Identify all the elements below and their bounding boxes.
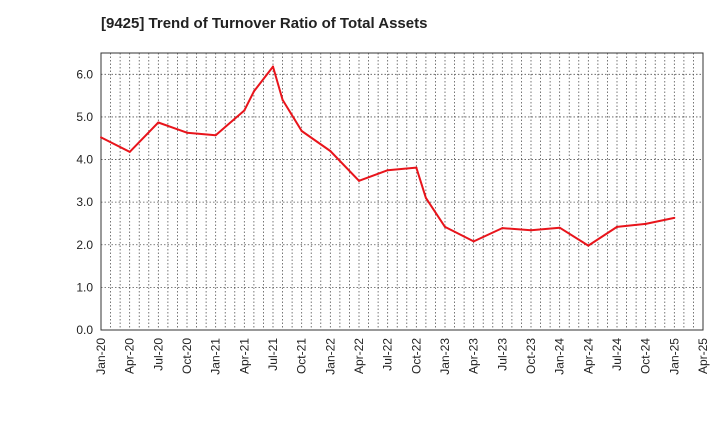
data-point (281, 98, 284, 101)
data-point (501, 227, 504, 230)
y-tick-label: 6.0 (76, 67, 93, 81)
x-tick-label: Apr-25 (696, 338, 710, 374)
x-tick-label: Apr-24 (581, 338, 595, 374)
x-tick-label: Jul-21 (266, 338, 280, 371)
data-point (329, 150, 332, 153)
data-point (415, 166, 418, 169)
x-tick-label: Oct-23 (524, 338, 538, 374)
plot-frame (100, 52, 704, 331)
x-tick-label: Oct-22 (409, 338, 423, 374)
data-point (673, 216, 676, 219)
x-tick-label: Apr-23 (467, 338, 481, 374)
plot-area (101, 53, 703, 330)
x-tick-labels: Jan-20 Apr-20 Jul-20 Oct-20 Jan-21 Apr-21 Jul-… (94, 338, 710, 375)
x-tick-label: Apr-20 (123, 338, 137, 374)
x-tick-label: Jan-24 (553, 338, 567, 375)
data-point (424, 196, 427, 199)
y-tick-label: 1.0 (76, 280, 93, 294)
data-point (272, 65, 274, 68)
y-tick-label: 0.0 (76, 323, 93, 337)
data-point (644, 222, 647, 225)
x-tick-label: Apr-21 (237, 338, 251, 374)
data-point (243, 109, 246, 112)
y-tick-label: 5.0 (76, 110, 93, 124)
y-tick-labels: 0.0 1.0 2.0 3.0 4.0 5.0 6.0 (76, 67, 93, 337)
x-tick-label: Jan-23 (438, 338, 452, 375)
axis-layer (100, 52, 704, 331)
data-point (444, 225, 446, 228)
x-tick-label: Jul-22 (381, 338, 395, 371)
x-tick-label: Oct-21 (295, 338, 309, 374)
data-point (386, 169, 389, 172)
y-tick-label: 2.0 (76, 238, 93, 252)
x-tick-label: Jul-20 (151, 338, 165, 371)
data-point (472, 240, 475, 243)
x-tick-label: Jul-23 (495, 338, 509, 371)
x-tick-label: Oct-24 (639, 338, 653, 374)
x-tick-label: Apr-22 (352, 338, 366, 374)
data-point (300, 129, 303, 132)
data-point (214, 134, 217, 137)
data-point (100, 136, 102, 139)
data-point (186, 131, 188, 134)
x-tick-label: Jan-22 (323, 338, 337, 375)
x-tick-label: Oct-20 (180, 338, 194, 374)
x-tick-label: Jan-21 (209, 338, 223, 375)
data-point (358, 179, 360, 182)
data-point (530, 229, 532, 232)
grid-layer (101, 53, 703, 330)
x-tick-label: Jan-20 (94, 338, 108, 375)
data-point (128, 150, 131, 153)
data-point (157, 121, 160, 124)
chart-title: [9425] Trend of Turnover Ratio of Total … (101, 15, 428, 32)
data-point (587, 244, 590, 247)
y-tick-label: 4.0 (76, 153, 93, 167)
x-tick-label: Jan-25 (667, 338, 681, 375)
data-point (616, 225, 618, 228)
series-layer (100, 65, 676, 247)
data-point (252, 90, 255, 93)
series-line (100, 65, 675, 247)
data-point (558, 226, 561, 229)
x-tick-label: Jul-24 (610, 338, 624, 371)
y-tick-label: 3.0 (76, 195, 93, 209)
